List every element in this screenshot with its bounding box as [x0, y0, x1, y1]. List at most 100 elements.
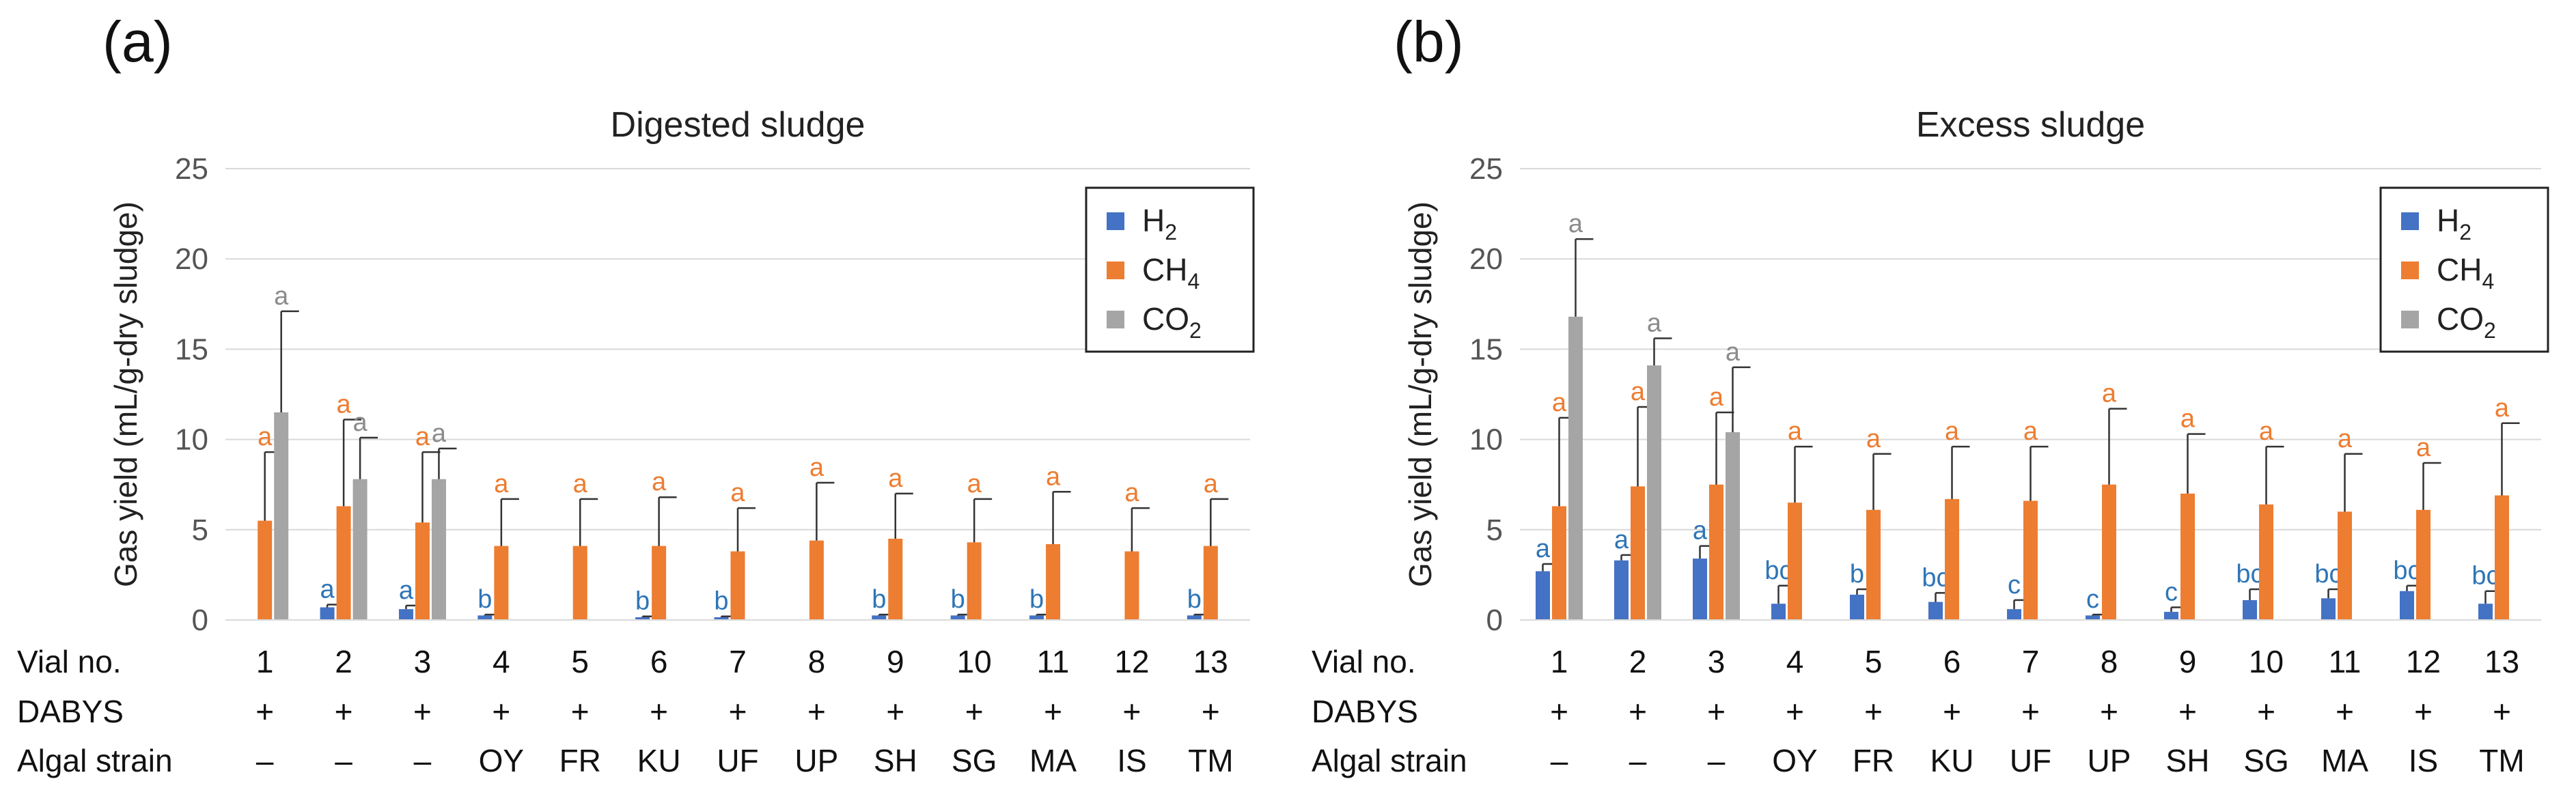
- significance-label: a: [1046, 462, 1061, 491]
- significance-label: a: [320, 576, 335, 604]
- bar-h2-vial-3: [398, 609, 413, 620]
- row-strain-cell: TM: [2479, 743, 2524, 778]
- bar-ch4-vial-2: [336, 506, 351, 620]
- row-vial-cell: 5: [571, 644, 589, 679]
- significance-label: bc: [1922, 563, 1949, 592]
- row-vial-cell: 10: [2249, 644, 2284, 679]
- significance-label: b: [714, 587, 728, 616]
- row-vial-cell: 12: [2406, 644, 2441, 679]
- chart-title: Digested sludge: [611, 105, 865, 145]
- row-strain-cell: SH: [2166, 743, 2210, 778]
- significance-label: a: [888, 464, 903, 493]
- significance-label: a: [1568, 210, 1583, 238]
- legend: H2 CH4 CO2: [2379, 186, 2549, 353]
- y-tick-label: 5: [192, 513, 208, 547]
- row-label-strain: Algal strain: [1312, 743, 1467, 778]
- row-strain-cell: OY: [479, 743, 524, 778]
- row-strain-cell: FR: [559, 743, 601, 778]
- bar-h2-vial-9: [2164, 612, 2178, 620]
- row-strain-cell: OY: [1772, 743, 1817, 778]
- y-axis-label: Gas yield (mL/g-dry sludge): [1402, 201, 1438, 587]
- row-label-vial: Vial no.: [17, 644, 122, 679]
- bar-h2-vial-4: [1771, 604, 1786, 620]
- significance-label: a: [2416, 434, 2431, 462]
- significance-label: a: [1693, 517, 1708, 546]
- row-label-strain: Algal strain: [17, 743, 173, 778]
- legend-label-ch4: CH4: [2437, 252, 2494, 294]
- significance-label: bc: [2236, 560, 2263, 589]
- row-strain-cell: UF: [2010, 743, 2051, 778]
- row-label-dabys: DABYS: [1312, 694, 1418, 729]
- bar-ch4-vial-5: [572, 546, 587, 620]
- row-strain-cell: MA: [2321, 743, 2368, 778]
- row-vial-cell: 9: [887, 644, 904, 679]
- y-tick-label: 10: [175, 423, 208, 457]
- panel-label: (b): [1394, 10, 1464, 74]
- significance-label: a: [415, 423, 430, 451]
- bar-h2-vial-7: [714, 617, 729, 620]
- legend-label-co2: CO2: [1142, 301, 1202, 343]
- row-dabys-cell: +: [807, 694, 826, 729]
- row-dabys-cell: +: [650, 694, 668, 729]
- row-vial-cell: 9: [2179, 644, 2197, 679]
- row-dabys-cell: +: [413, 694, 432, 729]
- row-vial-cell: 1: [1551, 644, 1568, 679]
- bar-ch4-vial-12: [2416, 509, 2430, 620]
- significance-label: bc: [2471, 562, 2499, 591]
- bar-ch4-vial-6: [652, 546, 667, 620]
- significance-label: a: [274, 282, 289, 311]
- row-vial-cell: 2: [1629, 644, 1647, 679]
- legend-label-ch4: CH4: [1142, 252, 1200, 294]
- row-vial-cell: 5: [1865, 644, 1883, 679]
- bar-h2-vial-6: [1928, 602, 1943, 620]
- significance-label: bc: [2393, 556, 2420, 585]
- bar-h2-vial-13: [1187, 615, 1202, 620]
- significance-label: bc: [2314, 560, 2342, 589]
- y-tick-label: 15: [1469, 333, 1503, 366]
- significance-label: a: [2180, 405, 2196, 434]
- bar-ch4-vial-11: [1046, 543, 1061, 620]
- legend-swatch-co2: [2401, 311, 2419, 328]
- bar-h2-vial-2: [1614, 560, 1629, 620]
- bar-ch4-vial-9: [2180, 493, 2195, 620]
- row-vial-cell: 12: [1114, 644, 1149, 679]
- row-vial-cell: 3: [414, 644, 432, 679]
- bar-ch4-vial-3: [1709, 484, 1723, 620]
- significance-label: a: [1866, 425, 1881, 453]
- row-vial-cell: 1: [256, 644, 274, 679]
- significance-label: b: [1850, 560, 1864, 589]
- bar-h2-vial-10: [950, 615, 965, 620]
- bar-h2-vial-1: [1536, 571, 1550, 620]
- row-strain-cell: IS: [2409, 743, 2438, 778]
- row-strain-cell: KU: [637, 743, 681, 778]
- row-dabys-cell: +: [2493, 694, 2511, 729]
- row-dabys-cell: +: [1629, 694, 1647, 729]
- significance-label: c: [2008, 571, 2021, 599]
- row-strain-cell: –: [1708, 743, 1726, 778]
- bar-h2-vial-9: [872, 615, 887, 620]
- bar-ch4-vial-3: [415, 522, 430, 620]
- legend-swatch-ch4: [2401, 262, 2419, 279]
- legend: H2 CH4 CO2: [1085, 186, 1255, 353]
- y-tick-label: 0: [1486, 604, 1503, 637]
- row-strain-cell: IS: [1117, 743, 1146, 778]
- y-tick-label: 5: [1486, 513, 1503, 547]
- y-tick-label: 10: [1469, 423, 1503, 457]
- row-dabys-cell: +: [1044, 694, 1062, 729]
- row-strain-cell: SH: [874, 743, 917, 778]
- significance-label: b: [951, 585, 965, 614]
- significance-label: bc: [1764, 556, 1792, 585]
- bar-ch4-vial-10: [2259, 504, 2273, 620]
- row-dabys-cell: +: [2178, 694, 2197, 729]
- significance-label: a: [1945, 417, 1960, 446]
- significance-label: a: [337, 391, 352, 419]
- bar-co2-vial-1: [1568, 316, 1583, 620]
- significance-label: a: [809, 453, 825, 482]
- row-vial-cell: 4: [493, 644, 510, 679]
- row-strain-cell: UP: [2088, 743, 2131, 778]
- row-strain-cell: FR: [1853, 743, 1894, 778]
- bar-ch4-vial-1: [258, 520, 273, 620]
- bar-ch4-vial-4: [1788, 503, 1802, 620]
- significance-label: b: [477, 585, 492, 614]
